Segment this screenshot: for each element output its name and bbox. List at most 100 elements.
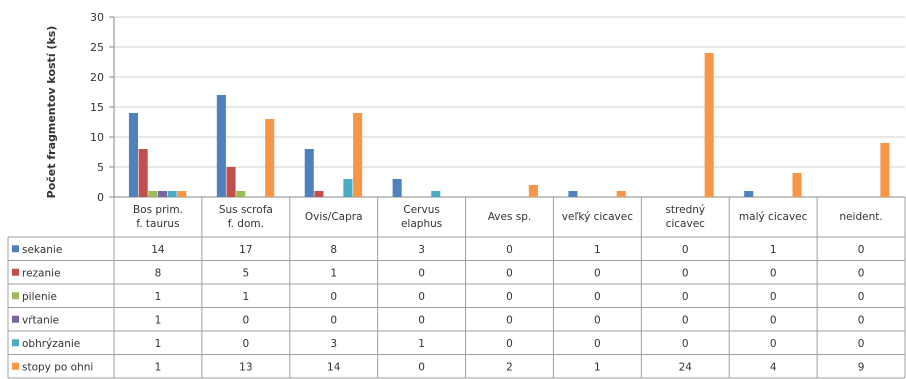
bar-sekanie (568, 191, 578, 197)
y-axis: 0 5 10 15 20 25 30 (90, 11, 905, 204)
data-label: 13 (239, 361, 252, 373)
y-tick-label: 5 (97, 161, 104, 174)
category-label: elaphus (401, 218, 442, 230)
data-label: 3 (330, 338, 337, 350)
legend-key (12, 292, 19, 300)
bar-pilenie (148, 191, 158, 197)
data-label: 0 (418, 291, 425, 303)
bar-obhrýzanie (343, 179, 353, 197)
data-label: 0 (858, 267, 865, 279)
category-label: Bos prim. (133, 204, 183, 216)
category-label: stredný (665, 204, 705, 216)
legend-key (12, 339, 19, 347)
bar-sekanie (216, 95, 226, 197)
bars (128, 53, 890, 197)
bar-sekanie (744, 191, 754, 197)
data-label: 17 (239, 244, 252, 256)
bar-stopy-po-ohni (528, 185, 538, 197)
y-tick-label: 25 (90, 41, 104, 54)
data-label: 0 (506, 338, 513, 350)
bar-stopy-po-ohni (880, 143, 890, 197)
data-label: 0 (858, 338, 865, 350)
data-label: 0 (770, 291, 777, 303)
series-label: vŕtanie (22, 314, 59, 326)
data-label: 1 (594, 361, 601, 373)
data-label: 0 (330, 291, 337, 303)
data-label: 0 (858, 291, 865, 303)
category-label: f. dom. (228, 218, 264, 230)
data-label: 1 (770, 244, 777, 256)
legend-key (12, 268, 19, 276)
data-label: 1 (155, 338, 162, 350)
data-label: 0 (506, 244, 513, 256)
bar-stopy-po-ohni (265, 119, 275, 197)
bar-pilenie (236, 191, 246, 197)
data-label: 4 (770, 361, 777, 373)
data-label: 1 (155, 361, 162, 373)
category-label: f. taurus (136, 218, 179, 230)
data-label: 1 (594, 244, 601, 256)
bar-stopy-po-ohni (177, 191, 187, 197)
category-label: Aves sp. (488, 211, 532, 223)
data-label: 0 (242, 338, 249, 350)
series-label: stopy po ohni (22, 361, 93, 373)
series-label: pilenie (22, 291, 57, 303)
y-tick-label: 30 (90, 11, 104, 24)
bar-stopy-po-ohni (792, 173, 802, 197)
data-label: 0 (682, 314, 689, 326)
category-label: malý cicavec (739, 211, 808, 223)
bar-stopy-po-ohni (616, 191, 626, 197)
y-axis-title: Počet fragmentov kostí (ks) (45, 26, 58, 199)
data-label: 0 (330, 314, 337, 326)
category-label: Sus scrofa (219, 204, 273, 216)
data-label: 1 (418, 338, 425, 350)
bar-rezanie (226, 167, 236, 197)
data-label: 0 (858, 244, 865, 256)
data-label: 0 (594, 267, 601, 279)
legend-key (12, 315, 19, 323)
bar-stopy-po-ohni (704, 53, 714, 197)
data-label: 1 (155, 291, 162, 303)
data-label: 14 (327, 361, 341, 373)
data-label: 0 (770, 314, 777, 326)
series-label: rezanie (22, 267, 61, 279)
data-label: 3 (418, 244, 425, 256)
data-label: 0 (858, 314, 865, 326)
data-label: 24 (679, 361, 693, 373)
data-label: 0 (242, 314, 249, 326)
bar-rezanie (314, 191, 324, 197)
series-label: obhrýzanie (22, 338, 80, 350)
y-tick-label: 10 (90, 131, 104, 144)
data-label: 5 (242, 267, 249, 279)
y-tick-label: 15 (90, 101, 104, 114)
data-label: 0 (418, 267, 425, 279)
data-label: 8 (155, 267, 162, 279)
data-label: 0 (506, 291, 513, 303)
bar-stopy-po-ohni (353, 113, 363, 197)
category-label: neident. (839, 211, 882, 223)
y-tick-label: 0 (97, 191, 104, 204)
data-label: 0 (506, 314, 513, 326)
data-label: 9 (858, 361, 865, 373)
data-label: 0 (770, 338, 777, 350)
bar-sekanie (392, 179, 402, 197)
bar-vŕtanie (157, 191, 168, 197)
category-label: Ovis/Capra (305, 211, 363, 223)
data-label: 0 (682, 244, 689, 256)
bar-obhrýzanie (167, 191, 177, 197)
bar-sekanie (304, 149, 314, 197)
bar-obhrýzanie (431, 191, 441, 197)
category-label: Cervus (403, 204, 439, 216)
legend-key (12, 362, 19, 370)
bar-rezanie (138, 149, 148, 197)
data-label: 1 (155, 314, 162, 326)
bar-sekanie (128, 113, 139, 197)
legend-key (12, 245, 19, 253)
data-label: 0 (418, 314, 425, 326)
series-label: sekanie (22, 244, 62, 256)
data-label: 2 (506, 361, 513, 373)
data-label: 0 (770, 267, 777, 279)
data-label: 1 (330, 267, 337, 279)
y-tick-label: 20 (90, 71, 104, 84)
